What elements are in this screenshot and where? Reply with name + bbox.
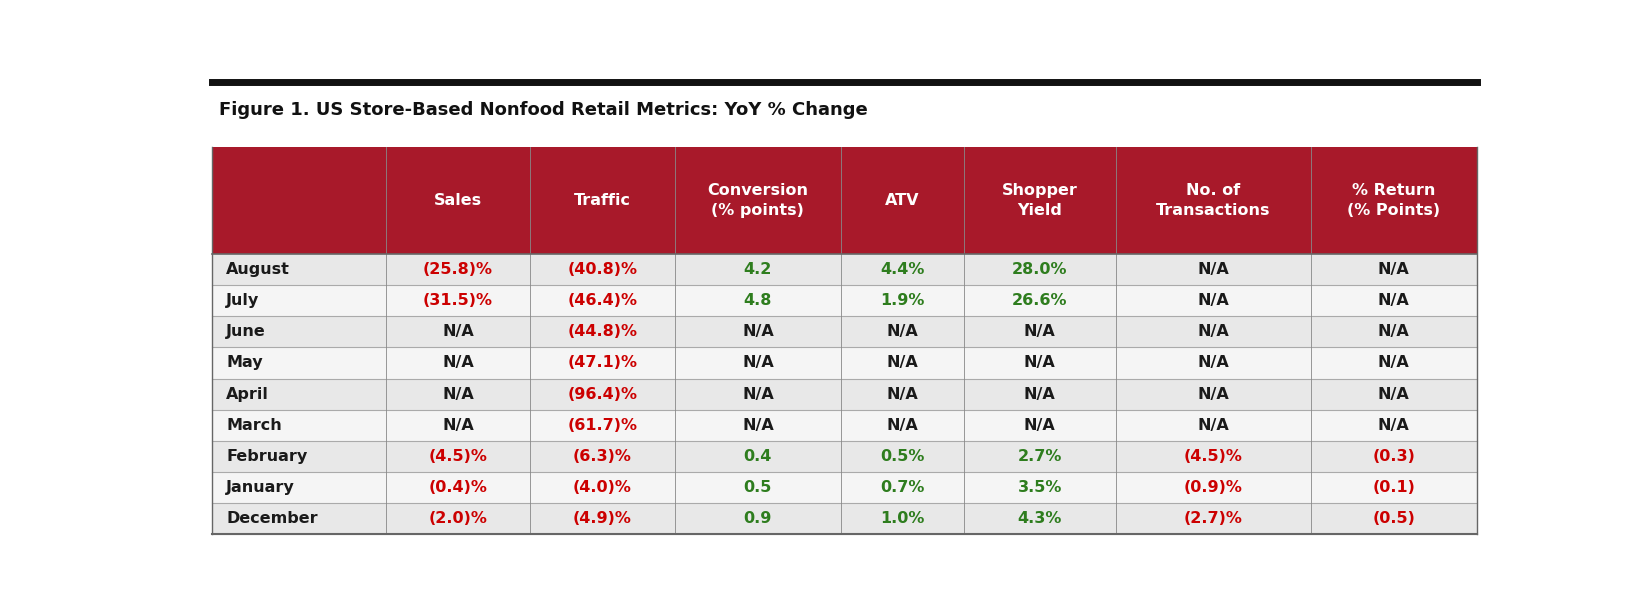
Bar	[213, 254, 1477, 286]
Text: 26.6%: 26.6%	[1012, 293, 1068, 309]
Text: Conversion
(% points): Conversion (% points)	[707, 183, 809, 218]
Text: N/A: N/A	[1196, 417, 1229, 433]
Text: N/A: N/A	[742, 387, 775, 402]
Text: Shopper
Yield: Shopper Yield	[1002, 183, 1078, 218]
Text: (4.9)%: (4.9)%	[574, 511, 631, 526]
Text: 0.9: 0.9	[743, 511, 771, 526]
Text: N/A: N/A	[1196, 293, 1229, 309]
Text: (61.7)%: (61.7)%	[567, 417, 638, 433]
Text: (0.9)%: (0.9)%	[1183, 480, 1243, 495]
Text: 2.7%: 2.7%	[1017, 449, 1061, 463]
Text: (46.4)%: (46.4)%	[567, 293, 638, 309]
Text: N/A: N/A	[442, 356, 475, 370]
Text: 0.5: 0.5	[743, 480, 771, 495]
Text: (25.8)%: (25.8)%	[424, 263, 493, 277]
Text: N/A: N/A	[442, 324, 475, 339]
Text: 4.2: 4.2	[743, 263, 771, 277]
Text: (40.8)%: (40.8)%	[567, 263, 638, 277]
Text: April: April	[226, 387, 269, 402]
Text: January: January	[226, 480, 295, 495]
Text: N/A: N/A	[1196, 324, 1229, 339]
Text: N/A: N/A	[1378, 324, 1409, 339]
Text: 4.4%: 4.4%	[880, 263, 925, 277]
Bar	[213, 379, 1477, 410]
Text: (0.1): (0.1)	[1373, 480, 1416, 495]
Text: N/A: N/A	[742, 324, 775, 339]
Text: N/A: N/A	[1378, 263, 1409, 277]
Text: 0.4: 0.4	[743, 449, 771, 463]
Text: 0.5%: 0.5%	[880, 449, 925, 463]
Text: (4.5)%: (4.5)%	[1183, 449, 1243, 463]
Text: (6.3)%: (6.3)%	[574, 449, 631, 463]
Text: (0.4)%: (0.4)%	[428, 480, 488, 495]
Text: No. of
Transactions: No. of Transactions	[1155, 183, 1271, 218]
Text: (47.1)%: (47.1)%	[567, 356, 638, 370]
Text: ATV: ATV	[885, 193, 920, 208]
Text: N/A: N/A	[1023, 387, 1056, 402]
Text: 3.5%: 3.5%	[1017, 480, 1061, 495]
Text: December: December	[226, 511, 318, 526]
Bar	[213, 472, 1477, 503]
Text: N/A: N/A	[1023, 417, 1056, 433]
Text: (2.7)%: (2.7)%	[1183, 511, 1243, 526]
Text: 28.0%: 28.0%	[1012, 263, 1068, 277]
Text: (0.3): (0.3)	[1373, 449, 1416, 463]
Text: June: June	[226, 324, 265, 339]
Text: (2.0)%: (2.0)%	[428, 511, 488, 526]
Text: (96.4)%: (96.4)%	[567, 387, 638, 402]
Text: N/A: N/A	[887, 387, 918, 402]
Bar	[840, 147, 964, 254]
Text: (4.5)%: (4.5)%	[428, 449, 488, 463]
Bar	[213, 440, 1477, 472]
Text: N/A: N/A	[442, 387, 475, 402]
Text: 4.8: 4.8	[743, 293, 771, 309]
Text: March: March	[226, 417, 282, 433]
Text: N/A: N/A	[1378, 387, 1409, 402]
Text: N/A: N/A	[442, 417, 475, 433]
Text: 1.9%: 1.9%	[880, 293, 925, 309]
Text: N/A: N/A	[742, 356, 775, 370]
Text: July: July	[226, 293, 259, 309]
Text: February: February	[226, 449, 308, 463]
Text: August: August	[226, 263, 290, 277]
Text: N/A: N/A	[887, 356, 918, 370]
Text: 0.7%: 0.7%	[880, 480, 925, 495]
Text: N/A: N/A	[887, 324, 918, 339]
Text: N/A: N/A	[1196, 263, 1229, 277]
Text: (44.8)%: (44.8)%	[567, 324, 638, 339]
Text: N/A: N/A	[1378, 293, 1409, 309]
Text: Sales: Sales	[433, 193, 483, 208]
Text: (4.0)%: (4.0)%	[574, 480, 631, 495]
Bar	[213, 347, 1477, 379]
Text: N/A: N/A	[1023, 324, 1056, 339]
Text: N/A: N/A	[1196, 356, 1229, 370]
Text: N/A: N/A	[1196, 387, 1229, 402]
Text: May: May	[226, 356, 264, 370]
Text: (31.5)%: (31.5)%	[424, 293, 493, 309]
Text: N/A: N/A	[742, 417, 775, 433]
Text: N/A: N/A	[1023, 356, 1056, 370]
Bar	[213, 410, 1477, 440]
Text: Traffic: Traffic	[574, 193, 631, 208]
Text: N/A: N/A	[887, 417, 918, 433]
Bar	[213, 286, 1477, 316]
Text: N/A: N/A	[1378, 356, 1409, 370]
Text: 4.3%: 4.3%	[1017, 511, 1061, 526]
Text: Figure 1. US Store-Based Nonfood Retail Metrics: YoY % Change: Figure 1. US Store-Based Nonfood Retail …	[219, 101, 867, 119]
Text: N/A: N/A	[1378, 417, 1409, 433]
Bar	[213, 503, 1477, 534]
Text: 1.0%: 1.0%	[880, 511, 925, 526]
Bar	[213, 316, 1477, 347]
Text: (0.5): (0.5)	[1373, 511, 1416, 526]
Text: % Return
(% Points): % Return (% Points)	[1346, 183, 1440, 218]
